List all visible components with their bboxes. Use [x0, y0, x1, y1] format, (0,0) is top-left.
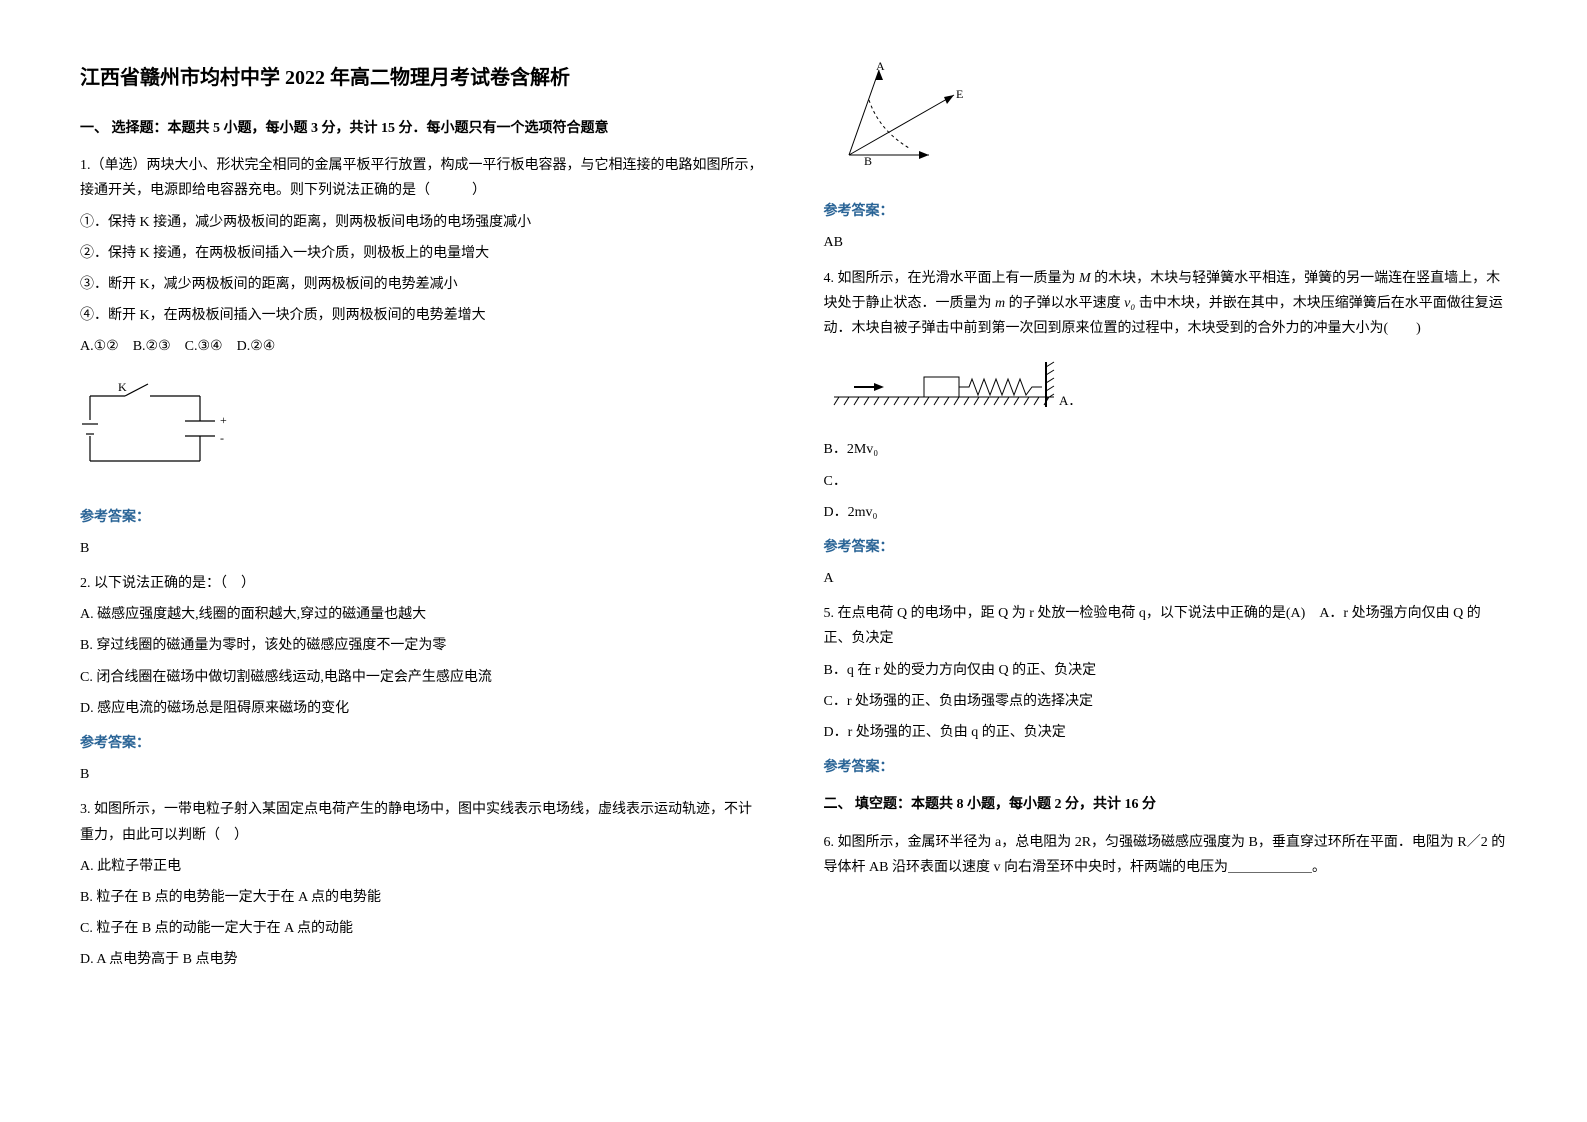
q1-opt3: ③．断开 K，减少两极板间的距离，则两极板间的电势差减小	[80, 272, 764, 297]
svg-text:B: B	[864, 154, 872, 168]
q2-optD: D. 感应电流的磁场总是阻碍原来磁场的变化	[80, 696, 764, 721]
q5-optD: D．r 处场强的正、负由 q 的正、负决定	[824, 720, 1508, 745]
question-6: 6. 如图所示，金属环半径为 a，总电阻为 2R，匀强磁场磁感应强度为 B，垂直…	[824, 830, 1508, 880]
q3-answer: AB	[824, 230, 1508, 255]
svg-text:E: E	[956, 87, 963, 101]
question-1: 1.（单选）两块大小、形状完全相同的金属平板平行放置，构成一平行板电容器，与它相…	[80, 153, 764, 561]
q1-opt1: ①．保持 K 接通，减少两极板间的距离，则两极板间电场的电场强度减小	[80, 210, 764, 235]
q4-optB: B．2Mv₀	[824, 437, 1508, 462]
right-column: A E B 参考答案： AB 4. 如图所示，在光滑水平面上有一质量为 M 的木…	[824, 60, 1508, 983]
q3-stem: 3. 如图所示，一带电粒子射入某固定点电荷产生的静电场中，图中实线表示电场线，虚…	[80, 797, 764, 847]
q3-answer-label: 参考答案：	[824, 199, 1508, 224]
left-column: 江西省赣州市均村中学 2022 年高二物理月考试卷含解析 一、 选择题：本题共 …	[80, 60, 764, 983]
q5-optB: B．q 在 r 处的受力方向仅由 Q 的正、负决定	[824, 658, 1508, 683]
q1-stem: 1.（单选）两块大小、形状完全相同的金属平板平行放置，构成一平行板电容器，与它相…	[80, 153, 764, 203]
question-3: 3. 如图所示，一带电粒子射入某固定点电荷产生的静电场中，图中实线表示电场线，虚…	[80, 797, 764, 972]
q4-optD-text: D．2mv₀	[824, 505, 878, 520]
q1-opt4: ④．断开 K，在两极板间插入一块介质，则两极板间的电势差增大	[80, 303, 764, 328]
q3-optB: B. 粒子在 B 点的电势能一定大于在 A 点的电势能	[80, 885, 764, 910]
question-2: 2. 以下说法正确的是：（ ） A. 磁感应强度越大,线圈的面积越大,穿过的磁通…	[80, 571, 764, 787]
svg-text:A: A	[876, 60, 885, 73]
question-5: 5. 在点电荷 Q 的电场中，距 Q 为 r 处放一检验电荷 q，以下说法中正确…	[824, 601, 1508, 780]
q4-optC: C．	[824, 469, 1508, 494]
q4-answer-label: 参考答案：	[824, 535, 1508, 560]
q6-stem: 6. 如图所示，金属环半径为 a，总电阻为 2R，匀强磁场磁感应强度为 B，垂直…	[824, 830, 1508, 880]
q4-stem: 4. 如图所示，在光滑水平面上有一质量为 M 的木块，木块与轻弹簧水平相连，弹簧…	[824, 266, 1508, 342]
svg-text:+: +	[220, 413, 227, 427]
question-4: 4. 如图所示，在光滑水平面上有一质量为 M 的木块，木块与轻弹簧水平相连，弹簧…	[824, 266, 1508, 592]
q2-optB: B. 穿过线圈的磁通量为零时，该处的磁感应强度不一定为零	[80, 633, 764, 658]
q2-optC: C. 闭合线圈在磁场中做切割磁感线运动,电路中一定会产生感应电流	[80, 665, 764, 690]
q4-m: m	[995, 296, 1005, 311]
spring-block-diagram: A．	[824, 357, 1084, 412]
q4-M: M	[1079, 271, 1091, 286]
page-title: 江西省赣州市均村中学 2022 年高二物理月考试卷含解析	[80, 60, 764, 96]
q5-stem: 5. 在点电荷 Q 的电场中，距 Q 为 r 处放一检验电荷 q，以下说法中正确…	[824, 601, 1508, 651]
q1-answer: B	[80, 536, 764, 561]
q4-optB-text: B．2Mv₀	[824, 442, 879, 457]
q1-choices: A.①② B.②③ C.③④ D.②④	[80, 334, 764, 359]
svg-text:K: K	[118, 380, 127, 394]
q3-optC: C. 粒子在 B 点的动能一定大于在 A 点的动能	[80, 916, 764, 941]
q2-answer-label: 参考答案：	[80, 731, 764, 756]
q1-opt2: ②．保持 K 接通，在两极板间插入一块介质，则极板上的电量增大	[80, 241, 764, 266]
section-2-title: 二、 填空题：本题共 8 小题，每小题 2 分，共计 16 分	[824, 792, 1508, 817]
field-line-diagram: A E B	[824, 60, 974, 170]
q5-optC: C．r 处场强的正、负由场强零点的选择决定	[824, 689, 1508, 714]
svg-text:-: -	[220, 431, 224, 445]
q4-answer: A	[824, 566, 1508, 591]
q4-optD: D．2mv₀	[824, 500, 1508, 525]
q2-answer: B	[80, 762, 764, 787]
q4-stem-p1: 4. 如图所示，在光滑水平面上有一质量为	[824, 271, 1080, 286]
section-1-title: 一、 选择题：本题共 5 小题，每小题 3 分，共计 15 分．每小题只有一个选…	[80, 116, 764, 141]
q4-stem-p3: 的子弹以水平速度	[1005, 296, 1124, 311]
q3-optD: D. A 点电势高于 B 点电势	[80, 947, 764, 972]
q5-answer-label: 参考答案：	[824, 755, 1508, 780]
q2-stem: 2. 以下说法正确的是：（ ）	[80, 571, 764, 596]
q1-answer-label: 参考答案：	[80, 505, 764, 530]
q3-optA: A. 此粒子带正电	[80, 854, 764, 879]
svg-text:A．: A．	[1059, 393, 1081, 408]
circuit-diagram: K + -	[80, 376, 230, 476]
q2-optA: A. 磁感应强度越大,线圈的面积越大,穿过的磁通量也越大	[80, 602, 764, 627]
q4-v0: v₀	[1124, 296, 1135, 311]
